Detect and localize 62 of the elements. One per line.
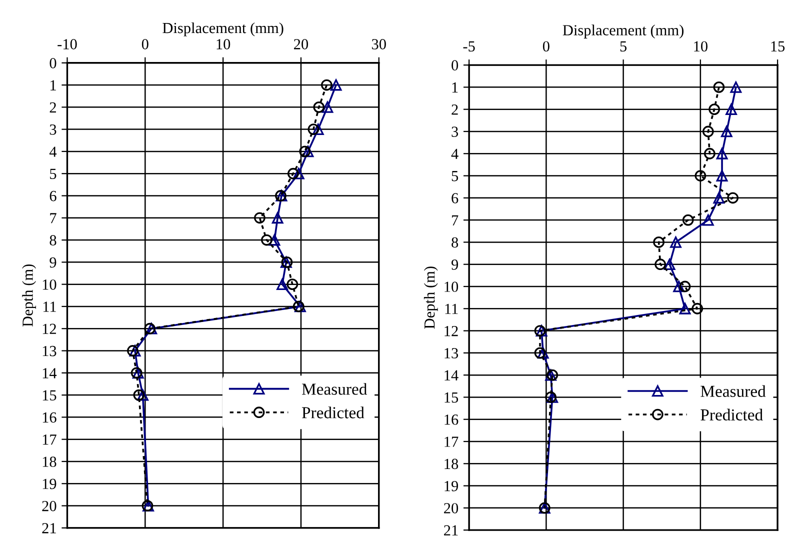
y-tick-label: 13 bbox=[444, 348, 458, 358]
x-tick-label: 10 bbox=[694, 41, 708, 52]
y-tick-label: 1 bbox=[50, 80, 56, 90]
y-tick-label: 2 bbox=[50, 102, 56, 112]
y-axis-title: Depth (m) bbox=[424, 266, 438, 329]
y-tick-label: 6 bbox=[50, 190, 56, 202]
y-tick-label: 10 bbox=[444, 282, 458, 292]
y-tick-label: 14 bbox=[42, 368, 57, 378]
legend-label: Predicted bbox=[302, 406, 364, 418]
y-tick-label: 11 bbox=[445, 304, 458, 314]
x-tick-label: -5 bbox=[463, 41, 475, 52]
y-tick-label: 0 bbox=[452, 60, 458, 70]
y-tick-label: 19 bbox=[444, 480, 458, 492]
y-tick-label: 13 bbox=[42, 346, 56, 356]
y-tick-label: 1 bbox=[452, 82, 458, 92]
y-tick-label: 20 bbox=[444, 503, 458, 514]
x-tick-label: 0 bbox=[142, 39, 148, 50]
y-tick-label: 21 bbox=[444, 525, 458, 536]
x-tick-label: 10 bbox=[216, 39, 230, 50]
y-tick-label: 12 bbox=[42, 324, 56, 334]
y-tick-label: 17 bbox=[42, 434, 56, 445]
y-tick-label: 17 bbox=[444, 436, 458, 447]
y-tick-label: 5 bbox=[452, 171, 458, 182]
y-tick-label: 16 bbox=[42, 412, 56, 423]
y-tick-label: 4 bbox=[451, 148, 458, 159]
y-tick-label: 11 bbox=[43, 302, 56, 312]
y-tick-label: 10 bbox=[42, 279, 56, 290]
y-axis-title: Depth (m) bbox=[22, 264, 36, 327]
x-tick-label: 15 bbox=[771, 41, 785, 52]
y-tick-label: 3 bbox=[50, 124, 56, 135]
y-tick-label: 8 bbox=[452, 237, 458, 248]
y-tick-label: 19 bbox=[42, 478, 56, 490]
y-tick-label: 20 bbox=[42, 500, 56, 512]
x-tick-label: 20 bbox=[294, 39, 308, 50]
y-tick-label: 4 bbox=[49, 146, 57, 157]
y-tick-label: 9 bbox=[452, 260, 458, 270]
x-axis-title: Displacement (mm) bbox=[562, 24, 684, 38]
legend-label: Predicted bbox=[700, 408, 763, 421]
y-tick-label: 12 bbox=[444, 326, 458, 336]
y-tick-label: 8 bbox=[50, 235, 56, 246]
y-tick-label: 18 bbox=[42, 456, 56, 467]
y-tick-label: 21 bbox=[42, 523, 56, 534]
y-tick-label: 16 bbox=[444, 414, 458, 425]
y-tick-label: 14 bbox=[444, 370, 458, 380]
y-tick-label: 3 bbox=[452, 126, 458, 137]
y-tick-label: 15 bbox=[444, 392, 458, 403]
x-tick-label: 0 bbox=[542, 41, 550, 52]
y-tick-label: 7 bbox=[50, 213, 56, 224]
x-axis-title: Displacement (mm) bbox=[162, 22, 284, 36]
x-tick-label: 5 bbox=[620, 41, 627, 52]
y-tick-label: 2 bbox=[452, 104, 458, 115]
y-tick-label: 9 bbox=[50, 257, 56, 268]
y-tick-label: 6 bbox=[452, 193, 458, 204]
y-tick-label: 5 bbox=[50, 168, 56, 180]
y-tick-label: 7 bbox=[452, 215, 458, 226]
x-tick-label: 30 bbox=[372, 39, 386, 50]
y-tick-label: 0 bbox=[50, 58, 56, 68]
y-tick-label: 18 bbox=[444, 458, 458, 470]
x-tick-label: -10 bbox=[58, 39, 77, 50]
y-tick-label: 15 bbox=[42, 390, 56, 400]
legend-label: Measured bbox=[302, 383, 368, 395]
legend-label: Measured bbox=[700, 385, 766, 397]
